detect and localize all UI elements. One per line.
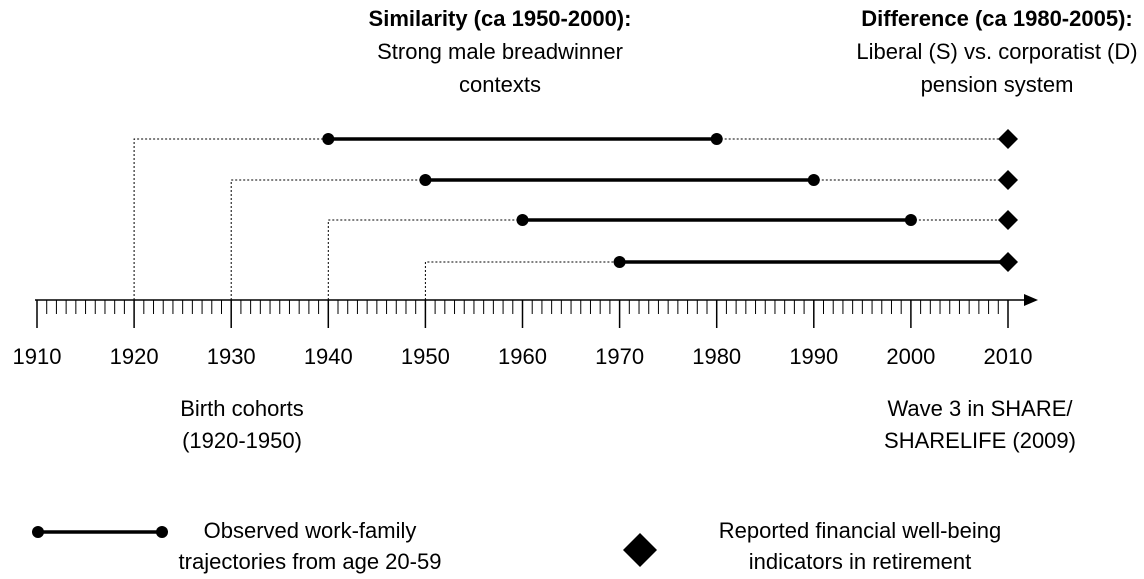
birth-connector bbox=[424, 261, 620, 300]
tick-label: 1970 bbox=[595, 344, 644, 369]
trajectory-start bbox=[613, 256, 626, 268]
tick-label: 1940 bbox=[304, 344, 353, 369]
trajectory-start bbox=[516, 214, 529, 226]
tick-label: 1930 bbox=[207, 344, 256, 369]
legend-text: trajectories from age 20-59 bbox=[179, 549, 442, 574]
trajectory-end bbox=[710, 133, 723, 145]
survey-diamond bbox=[998, 210, 1018, 230]
survey-diamond bbox=[998, 129, 1018, 149]
legend-dot bbox=[32, 526, 44, 538]
wave-label: Wave 3 in SHARE/ bbox=[887, 396, 1073, 421]
birth-label: Birth cohorts bbox=[180, 396, 304, 421]
difference-text: pension system bbox=[921, 72, 1074, 97]
survey-diamond bbox=[998, 170, 1018, 190]
trajectory-start bbox=[419, 174, 432, 186]
tick-label: 1980 bbox=[692, 344, 741, 369]
birth-connector bbox=[230, 179, 426, 300]
tick-label: 1910 bbox=[13, 344, 62, 369]
trajectory-start bbox=[322, 133, 335, 145]
similarity-title: Similarity (ca 1950-2000): bbox=[369, 6, 632, 31]
tick-label: 2010 bbox=[984, 344, 1033, 369]
difference-title: Difference (ca 1980-2005): bbox=[861, 6, 1132, 31]
trajectory-end bbox=[904, 214, 917, 226]
legend-diamond bbox=[623, 533, 657, 567]
birth-connector bbox=[327, 219, 523, 300]
legend-dot bbox=[156, 526, 168, 538]
legend-text: Reported financial well-being bbox=[719, 518, 1002, 543]
legend-text: Observed work-family bbox=[204, 518, 417, 543]
tick-label: 1990 bbox=[789, 344, 838, 369]
tick-label: 2000 bbox=[886, 344, 935, 369]
wave-label: SHARELIFE (2009) bbox=[884, 428, 1076, 453]
birth-label: (1920-1950) bbox=[182, 428, 302, 453]
tick-label: 1920 bbox=[110, 344, 159, 369]
difference-text: Liberal (S) vs. corporatist (D) bbox=[856, 39, 1137, 64]
trajectory-end bbox=[807, 174, 820, 186]
axis-arrow bbox=[1024, 294, 1038, 306]
tick-label: 1950 bbox=[401, 344, 450, 369]
similarity-text: contexts bbox=[459, 72, 541, 97]
survey-diamond bbox=[998, 252, 1018, 272]
similarity-text: Strong male breadwinner bbox=[377, 39, 623, 64]
legend-text: indicators in retirement bbox=[749, 549, 972, 574]
tick-label: 1960 bbox=[498, 344, 547, 369]
birth-connector bbox=[133, 138, 329, 300]
